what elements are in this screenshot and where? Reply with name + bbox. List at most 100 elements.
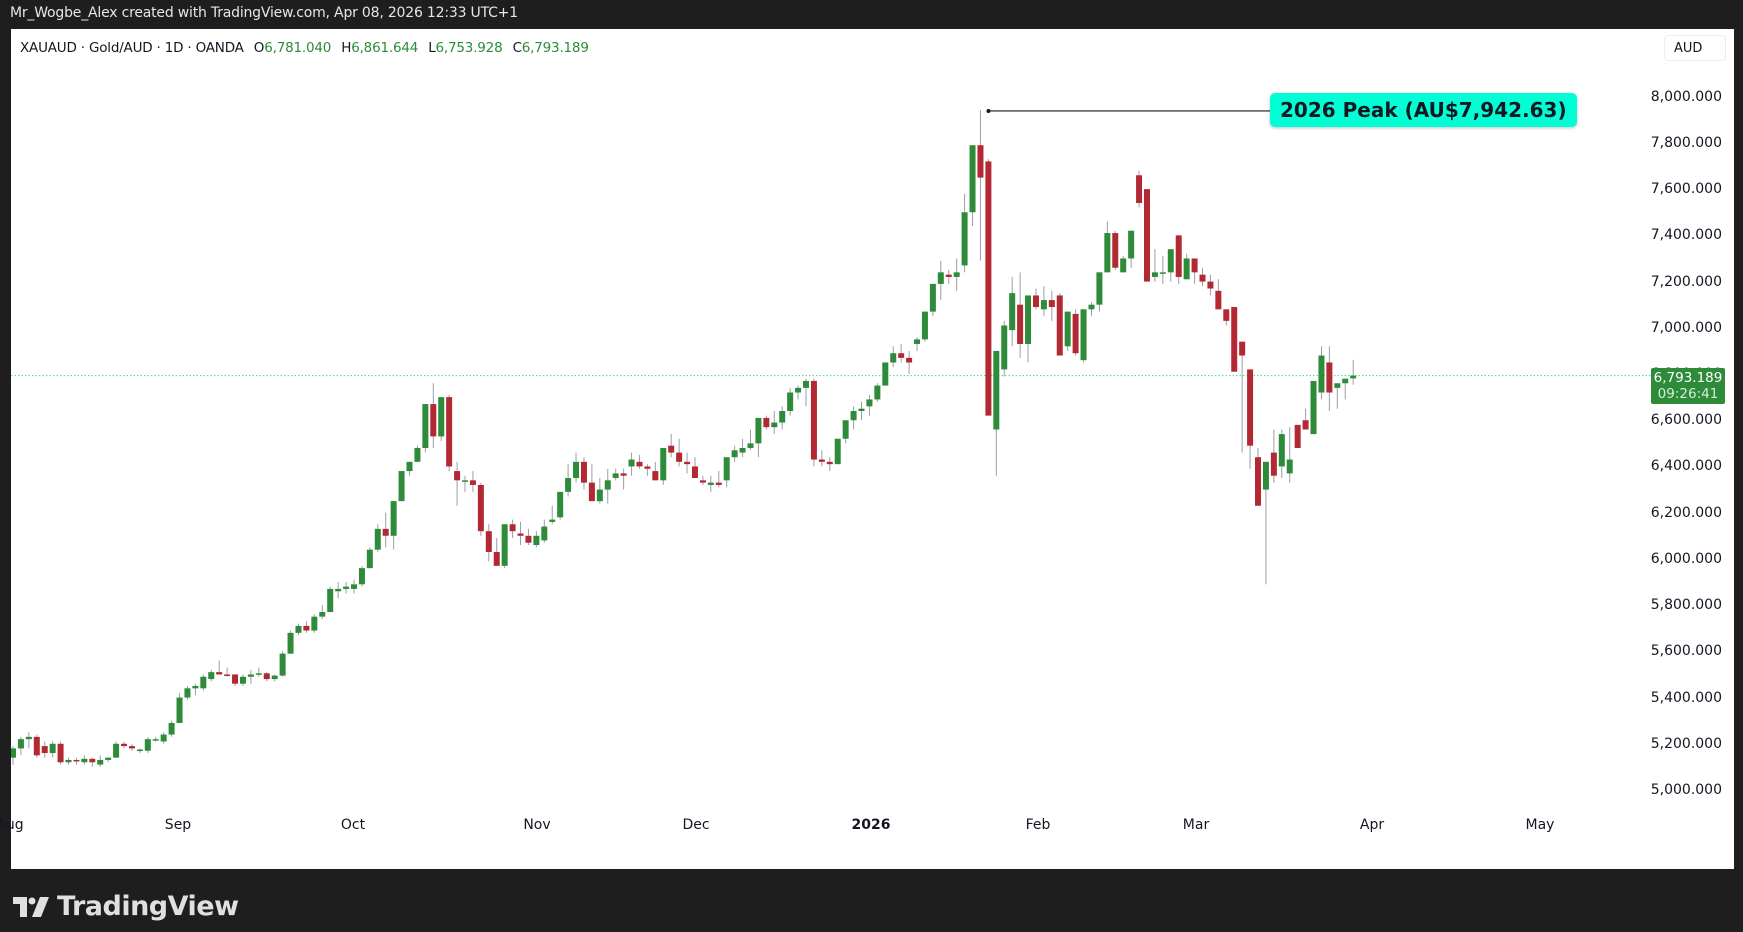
candle	[200, 674, 207, 691]
candle	[374, 524, 381, 552]
candle	[755, 417, 762, 458]
price-axis-tick: 6,400.000	[1650, 458, 1722, 475]
time-axis-tick: Apr	[1359, 817, 1385, 833]
candle	[1286, 427, 1293, 483]
candle	[406, 461, 413, 476]
tradingview-logo: TradingView	[13, 891, 239, 922]
candle	[287, 630, 294, 654]
candle	[343, 582, 350, 594]
time-axis-tick: Nov	[523, 817, 551, 833]
candle	[1231, 307, 1238, 372]
candle	[493, 538, 500, 566]
candle	[1001, 320, 1008, 377]
candle	[232, 674, 239, 687]
tradingview-logo-text: TradingView	[57, 891, 239, 922]
candle	[105, 757, 112, 763]
candle	[113, 741, 120, 758]
price-axis-tick: 5,800.000	[1650, 597, 1722, 614]
candle	[1255, 447, 1262, 506]
candle	[1342, 378, 1349, 400]
candle	[89, 757, 96, 767]
candle	[533, 531, 540, 548]
candle	[676, 438, 683, 467]
candle	[890, 346, 897, 368]
candle	[1294, 424, 1301, 448]
time-axis-tick: 2026	[851, 817, 891, 833]
candle	[612, 468, 619, 481]
candle	[779, 406, 786, 430]
candle	[65, 757, 72, 765]
candle	[596, 478, 603, 504]
candle	[1048, 290, 1055, 321]
candle	[1143, 189, 1150, 282]
candle	[691, 457, 698, 479]
candle	[1056, 293, 1063, 356]
candle	[1334, 383, 1341, 409]
candle	[945, 270, 952, 284]
candle	[469, 471, 476, 492]
candle	[787, 387, 794, 416]
candle	[953, 258, 960, 291]
candle	[311, 614, 318, 633]
open-value: 6,781.040	[264, 40, 332, 56]
candle	[152, 736, 159, 742]
candle	[17, 736, 24, 756]
candle	[525, 528, 532, 546]
high-value: 6,861.644	[351, 40, 419, 56]
candle	[49, 741, 56, 758]
open-label: O	[253, 40, 265, 56]
time-axis-tick: Feb	[1025, 817, 1051, 833]
peak-annotation-label[interactable]: 2026 Peak (AU$7,942.63)	[1270, 92, 1577, 127]
time-axis-tick: Sep	[164, 817, 192, 833]
candle	[121, 741, 128, 749]
candle	[1159, 256, 1166, 284]
price-axis-tick: 5,400.000	[1650, 689, 1722, 706]
candle	[208, 669, 215, 682]
price-axis-tick: 8,000.000	[1650, 88, 1722, 105]
candle	[216, 660, 223, 675]
candle	[842, 420, 849, 444]
chart-panel[interactable]: XAUAUD · Gold/AUD · 1D · OANDA O6,781.04…	[0, 29, 1734, 869]
currency-button[interactable]: AUD	[1664, 35, 1726, 61]
candle	[763, 415, 770, 430]
candle	[731, 445, 738, 462]
candle	[422, 404, 429, 453]
price-axis-tick: 6,600.000	[1650, 412, 1722, 429]
candle	[747, 429, 754, 451]
candle	[414, 445, 421, 462]
candle	[350, 579, 357, 594]
candle	[1199, 267, 1206, 287]
candle	[723, 457, 730, 488]
tradingview-logo-icon	[13, 896, 49, 917]
candle	[1191, 258, 1198, 284]
candle	[1072, 309, 1079, 356]
close-value: 6,793.189	[521, 40, 589, 56]
candle	[818, 450, 825, 467]
candle	[937, 260, 944, 301]
time-axis-tick: Dec	[682, 817, 710, 833]
candle	[620, 468, 627, 490]
candle	[73, 757, 80, 765]
candle	[985, 159, 992, 416]
candle	[438, 397, 445, 442]
candle	[271, 674, 278, 682]
candle	[144, 736, 151, 754]
candle	[477, 482, 484, 536]
high-label: H	[341, 40, 352, 56]
candle	[81, 755, 88, 765]
candle	[715, 471, 722, 488]
candle	[184, 686, 191, 700]
candle	[580, 457, 587, 490]
candle	[993, 350, 1000, 476]
candle	[446, 394, 453, 472]
price-axis-tick: 5,200.000	[1650, 735, 1722, 752]
candle	[136, 748, 143, 754]
candle	[1096, 272, 1103, 312]
candlestick-chart[interactable]	[11, 29, 1734, 869]
candle	[1040, 286, 1047, 317]
candle	[25, 732, 32, 749]
candle	[906, 350, 913, 375]
candle	[390, 501, 397, 550]
candle	[485, 524, 492, 562]
title-bar: Mr_Wogbe_Alex created with TradingView.c…	[10, 5, 518, 21]
